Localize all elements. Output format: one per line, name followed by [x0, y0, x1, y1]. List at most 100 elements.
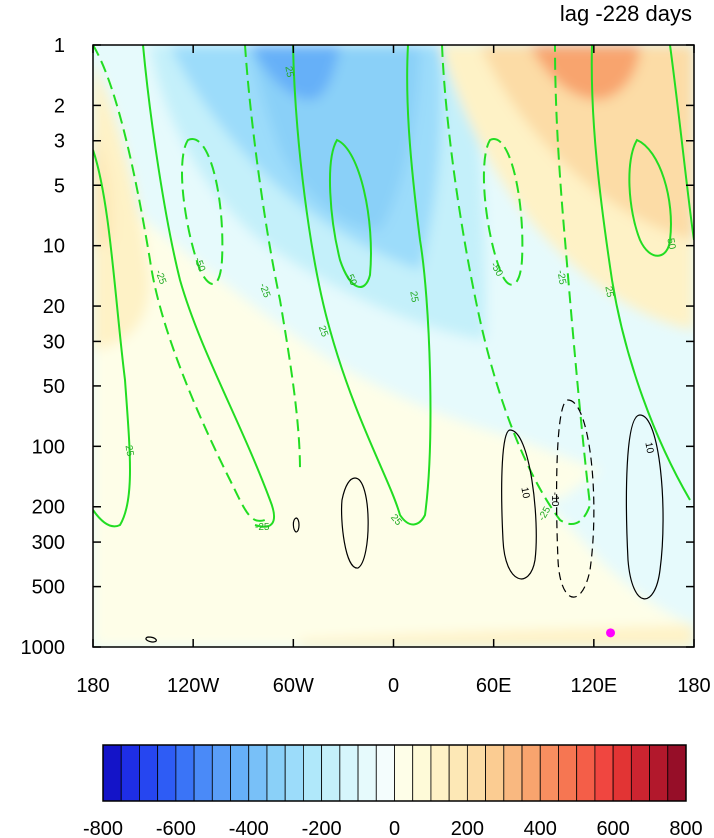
colorbar-swatch — [466, 744, 486, 802]
colorbar-tick-label: -800 — [83, 818, 123, 838]
contour-label: 10 — [642, 441, 655, 454]
colorbar-swatch — [211, 744, 231, 802]
x-tick-label: 60E — [476, 675, 512, 697]
colorbar-swatch — [649, 744, 669, 802]
colorbar-swatch — [394, 744, 414, 802]
colorbar-swatch — [139, 744, 159, 802]
colorbar-tick-label: 600 — [596, 818, 629, 838]
x-tick-label: 180 — [677, 675, 710, 697]
contour-lines — [93, 45, 694, 643]
x-tick-label: 180 — [76, 675, 109, 697]
contour-label: 25 — [602, 285, 615, 298]
y-tick-label: 200 — [32, 497, 65, 519]
colorbar-swatch — [193, 744, 213, 802]
colorbar-swatch — [248, 744, 268, 802]
green-contour-2 — [142, 45, 275, 528]
location-marker — [606, 628, 616, 638]
green-contour-dashed-5 — [482, 138, 524, 286]
x-axis: 180 120W 60W 0 60E 120E 180 — [76, 45, 711, 697]
contour-label: 10 — [518, 486, 531, 499]
colorbar-swatch — [157, 744, 177, 802]
y-tick-label: 50 — [43, 376, 65, 398]
green-contour-6 — [628, 138, 672, 257]
colorbar-swatch — [503, 744, 523, 802]
black-contour-small-2 — [145, 636, 157, 643]
colorbar-swatch — [339, 744, 359, 802]
y-tick-label: 500 — [32, 577, 65, 599]
colorbar-swatch — [630, 744, 650, 802]
green-contour-5 — [590, 45, 691, 501]
colorbar-swatch — [284, 744, 304, 802]
contour-label: -25 — [255, 522, 270, 533]
colorbar-swatch — [175, 744, 195, 802]
positive-core-left — [93, 60, 150, 350]
colorbar-swatch — [303, 744, 323, 802]
green-contour-4 — [328, 138, 372, 288]
negative-stratosphere-peak — [250, 45, 340, 100]
black-contour-dashed — [555, 399, 595, 598]
contour-label: 25 — [407, 290, 420, 303]
colorbar-swatch — [594, 744, 614, 802]
colorbar-swatch — [102, 744, 122, 802]
positive-band-lower-left — [93, 180, 600, 500]
colorbar-swatch — [266, 744, 286, 802]
green-contour-dashed-4 — [441, 45, 592, 525]
y-tick-label: 1 — [54, 35, 65, 57]
contour-label: -25 — [257, 282, 272, 300]
green-contour-dashed-1 — [93, 45, 266, 522]
y-tick-label: 3 — [54, 131, 65, 153]
colorbar-tick-label: 400 — [524, 818, 557, 838]
y-tick-label: 20 — [43, 296, 65, 318]
contour-label: -25 — [554, 269, 567, 286]
y-tick-label: 5 — [54, 175, 65, 197]
colorbar-swatch — [321, 744, 341, 802]
y-tick-label: 2 — [54, 95, 65, 117]
positive-upper-right-mid — [480, 45, 694, 240]
colorbar-tick-label: 200 — [451, 818, 484, 838]
colorbar-swatch — [430, 744, 450, 802]
contour-label: 25 — [282, 65, 295, 78]
shaded-field — [93, 45, 694, 647]
colorbar-tick-label: 800 — [669, 818, 702, 838]
colorbar-swatch — [230, 744, 250, 802]
colorbar-swatch — [558, 744, 578, 802]
colorbar-tick-label: -200 — [302, 818, 342, 838]
colorbar-swatch — [485, 744, 505, 802]
contour-label: 25 — [123, 444, 136, 457]
colorbar-swatch — [120, 744, 140, 802]
contour-label: 50 — [344, 273, 359, 288]
contour-label: -25 — [153, 269, 168, 287]
colorbar-swatch — [539, 744, 559, 802]
colorbar-swatch — [576, 744, 596, 802]
colorbar-swatch — [412, 744, 432, 802]
colorbar-swatch — [612, 744, 632, 802]
chart-title: lag -228 days — [560, 1, 692, 26]
colorbar: -800 -600 -400 -200 0 200 400 600 800 — [83, 744, 703, 838]
contour-label: 50 — [664, 237, 677, 250]
contour-label: -10 — [549, 492, 560, 507]
green-contour-1 — [93, 149, 131, 528]
black-contour-2 — [501, 429, 537, 580]
x-tick-label: 120W — [167, 675, 219, 697]
y-tick-label: 10 — [43, 236, 65, 258]
y-tick-label: 30 — [43, 331, 65, 353]
colorbar-swatch — [521, 744, 541, 802]
y-tick-label: 100 — [32, 436, 65, 458]
colorbar-swatch — [357, 744, 377, 802]
y-tick-label: 1000 — [21, 637, 66, 659]
contour-label: 25 — [316, 324, 330, 339]
colorbar-swatch — [667, 744, 687, 802]
contour-label: -50 — [192, 256, 207, 274]
black-contour-1 — [341, 477, 369, 569]
green-contour-dashed-2 — [181, 138, 224, 285]
green-contour-7 — [669, 45, 694, 241]
colorbar-frame — [102, 744, 687, 802]
x-tick-label: 60W — [273, 675, 314, 697]
colorbar-swatch — [375, 744, 395, 802]
positive-band-surface — [300, 625, 694, 647]
positive-upper-right-core — [530, 45, 640, 100]
y-axis: 1 2 3 5 10 20 30 50 100 200 300 500 1000 — [21, 35, 694, 659]
colorbar-tick-label: 0 — [389, 818, 400, 838]
green-contour-3 — [292, 45, 432, 526]
